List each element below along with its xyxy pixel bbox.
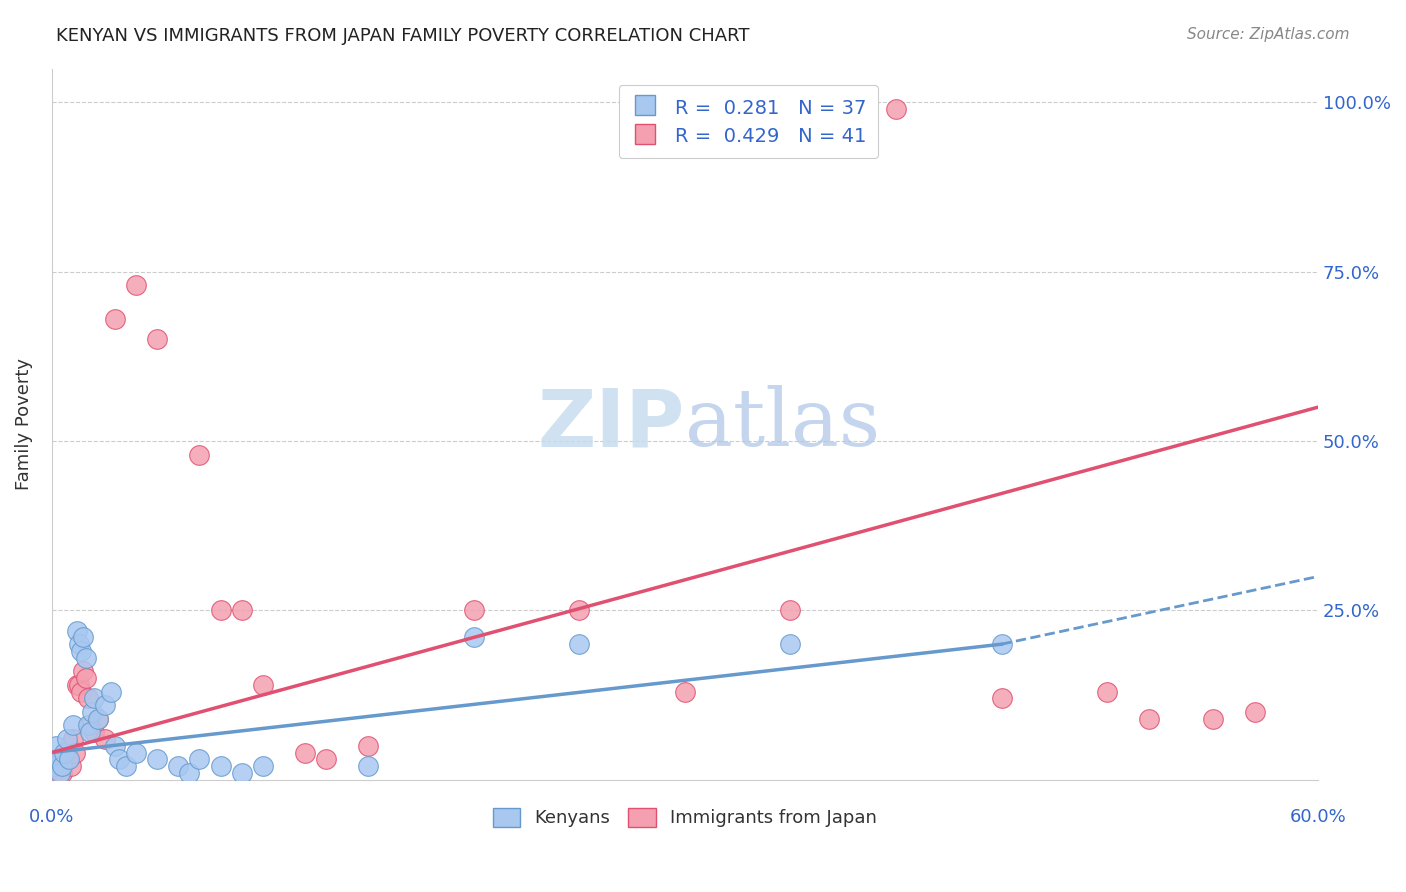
Point [357,759,380,773]
Point [83,691,105,706]
Point [990,637,1012,651]
Point [49,765,72,780]
Point [53,746,76,760]
Point [42,765,65,780]
Point [146,752,169,766]
Point [87,712,110,726]
Point [53,746,76,760]
Point [209,759,232,773]
Point [93,731,115,746]
Point [62,718,84,732]
Point [79,718,101,732]
Point [80,705,103,719]
Point [1201,712,1223,726]
Text: 60.0%: 60.0% [1289,808,1347,826]
Point [125,746,148,760]
Point [884,102,907,116]
Point [114,759,136,773]
Point [188,752,211,766]
Point [231,765,253,780]
Point [79,725,101,739]
Point [76,718,98,732]
Point [83,725,105,739]
Point [177,765,200,780]
Legend: Kenyans, Immigrants from Japan: Kenyans, Immigrants from Japan [486,801,884,835]
Point [231,603,253,617]
Point [108,752,131,766]
Point [66,624,89,638]
Point [357,739,380,753]
Point [252,678,274,692]
Point [46,752,69,766]
Point [252,759,274,773]
Point [62,731,84,746]
Point [990,691,1012,706]
Point [146,333,169,347]
Point [1095,684,1118,698]
Point [125,278,148,293]
Text: ZIP: ZIP [537,385,685,463]
Point [67,678,90,692]
Point [49,759,72,773]
Point [463,603,485,617]
Point [568,637,591,651]
Point [568,603,591,617]
Point [294,746,316,760]
Point [72,631,94,645]
Point [104,739,127,753]
Point [55,731,77,746]
Point [779,637,801,651]
Point [58,739,80,753]
Point [1137,712,1160,726]
Point [72,665,94,679]
Point [75,671,97,685]
Point [779,603,801,617]
Point [45,739,67,753]
Point [51,765,73,780]
Point [104,312,127,326]
Text: atlas: atlas [685,385,880,463]
Point [55,752,77,766]
Text: Source: ZipAtlas.com: Source: ZipAtlas.com [1187,27,1350,42]
Point [1243,705,1265,719]
Point [58,752,80,766]
Text: KENYAN VS IMMIGRANTS FROM JAPAN FAMILY POVERTY CORRELATION CHART: KENYAN VS IMMIGRANTS FROM JAPAN FAMILY P… [56,27,749,45]
Point [51,759,73,773]
Point [45,759,67,773]
Point [63,746,86,760]
Point [70,644,93,658]
Point [209,603,232,617]
Text: 0.0%: 0.0% [30,808,75,826]
Point [315,752,337,766]
Point [188,448,211,462]
Point [59,759,82,773]
Point [463,631,485,645]
Point [70,684,93,698]
Y-axis label: Family Poverty: Family Poverty [15,358,32,490]
Point [42,759,65,773]
Point [76,691,98,706]
Point [87,712,110,726]
Point [93,698,115,712]
Point [75,650,97,665]
Point [66,678,89,692]
Point [673,684,696,698]
Point [100,684,122,698]
Point [167,759,190,773]
Point [67,637,90,651]
Point [46,752,69,766]
